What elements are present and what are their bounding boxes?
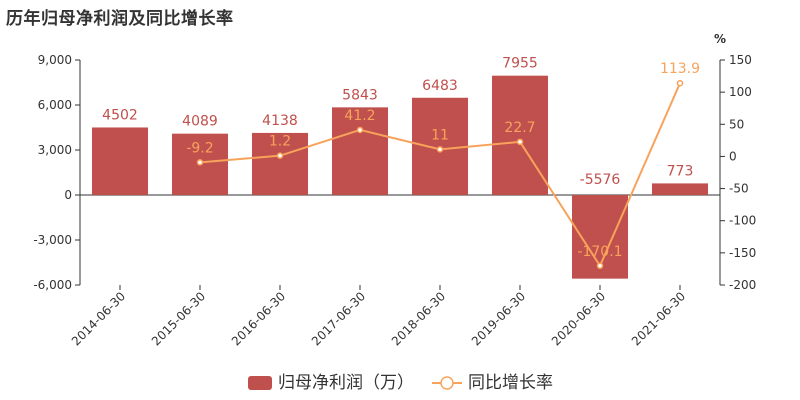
- y-right-tick-label: 50: [729, 117, 744, 131]
- x-tick-label: 2020-06-30: [549, 289, 608, 348]
- y-right-tick-label: 0: [729, 149, 737, 163]
- y-right-tick-label: 100: [729, 85, 752, 99]
- bar-value-label: 5843: [342, 87, 378, 103]
- chart-title: 历年归母净利润及同比增长率: [6, 9, 234, 29]
- y-left-tick-label: -6,000: [33, 278, 72, 292]
- bar: [92, 127, 148, 195]
- legend-line-marker: [440, 376, 454, 390]
- data-labels: 4502 4089 4138 5843 6483 7955 -5576 773 -9.2 1.2 4…: [102, 56, 700, 260]
- legend-line-label: 同比增长率: [468, 373, 553, 393]
- bar-value-label: 4138: [262, 113, 298, 129]
- line-point: [356, 126, 364, 134]
- y-left-tick-label: 3,000: [38, 143, 72, 157]
- bar: [492, 75, 548, 195]
- line-value-label: -9.2: [186, 140, 213, 156]
- y-right-axis-unit: %: [714, 32, 726, 46]
- bar: [332, 107, 388, 195]
- line-point: [596, 262, 604, 270]
- x-tick-label: 2015-06-30: [149, 289, 208, 348]
- line-point: [516, 138, 524, 146]
- legend-bar-swatch: [248, 376, 272, 390]
- bar-value-label: -5576: [580, 172, 621, 188]
- line-value-label: 11: [431, 127, 449, 143]
- line-point: [676, 79, 684, 87]
- bar-value-label: 773: [667, 163, 694, 179]
- x-tick-label: 2017-06-30: [309, 289, 368, 348]
- legend[interactable]: 归母净利润（万） 同比增长率: [248, 373, 553, 393]
- x-tick-label: 2018-06-30: [389, 289, 448, 348]
- bar-value-label: 7955: [502, 56, 538, 72]
- bar: [652, 183, 708, 195]
- line-value-label: 113.9: [660, 61, 700, 77]
- line-point: [436, 146, 444, 153]
- line-value-label: 1.2: [269, 134, 291, 150]
- bar-value-label: 6483: [422, 78, 458, 94]
- bar-value-label: 4089: [182, 114, 218, 130]
- line-point: [196, 159, 204, 166]
- y-right-tick-label: 150: [729, 53, 752, 67]
- bar-series: [92, 75, 708, 279]
- x-tick-label: 2016-06-30: [229, 289, 288, 348]
- x-tick-label: 2014-06-30: [69, 289, 128, 348]
- x-tick-label: 2019-06-30: [469, 289, 528, 348]
- y-left-tick-label: 6,000: [38, 98, 72, 112]
- x-tick-label: 2021-06-30: [629, 289, 688, 348]
- y-left-tick-label: -3,000: [33, 233, 72, 247]
- y-right-tick-label: -200: [729, 278, 756, 292]
- line-value-label: -170.1: [577, 244, 622, 260]
- line-series: [196, 79, 684, 270]
- line-value-label: 41.2: [344, 108, 375, 124]
- y-left-tick-label: 0: [64, 188, 72, 202]
- y-right-tick-label: -150: [729, 246, 756, 260]
- legend-bar-label: 归母净利润（万）: [278, 373, 414, 393]
- y-right-tick-label: -50: [729, 182, 749, 196]
- y-left-tick-label: 9,000: [38, 53, 72, 67]
- line-value-label: 22.7: [504, 120, 535, 136]
- y-right-tick-label: -100: [729, 214, 756, 228]
- line-point: [276, 152, 284, 159]
- bar-value-label: 4502: [102, 107, 138, 123]
- bar: [252, 132, 308, 195]
